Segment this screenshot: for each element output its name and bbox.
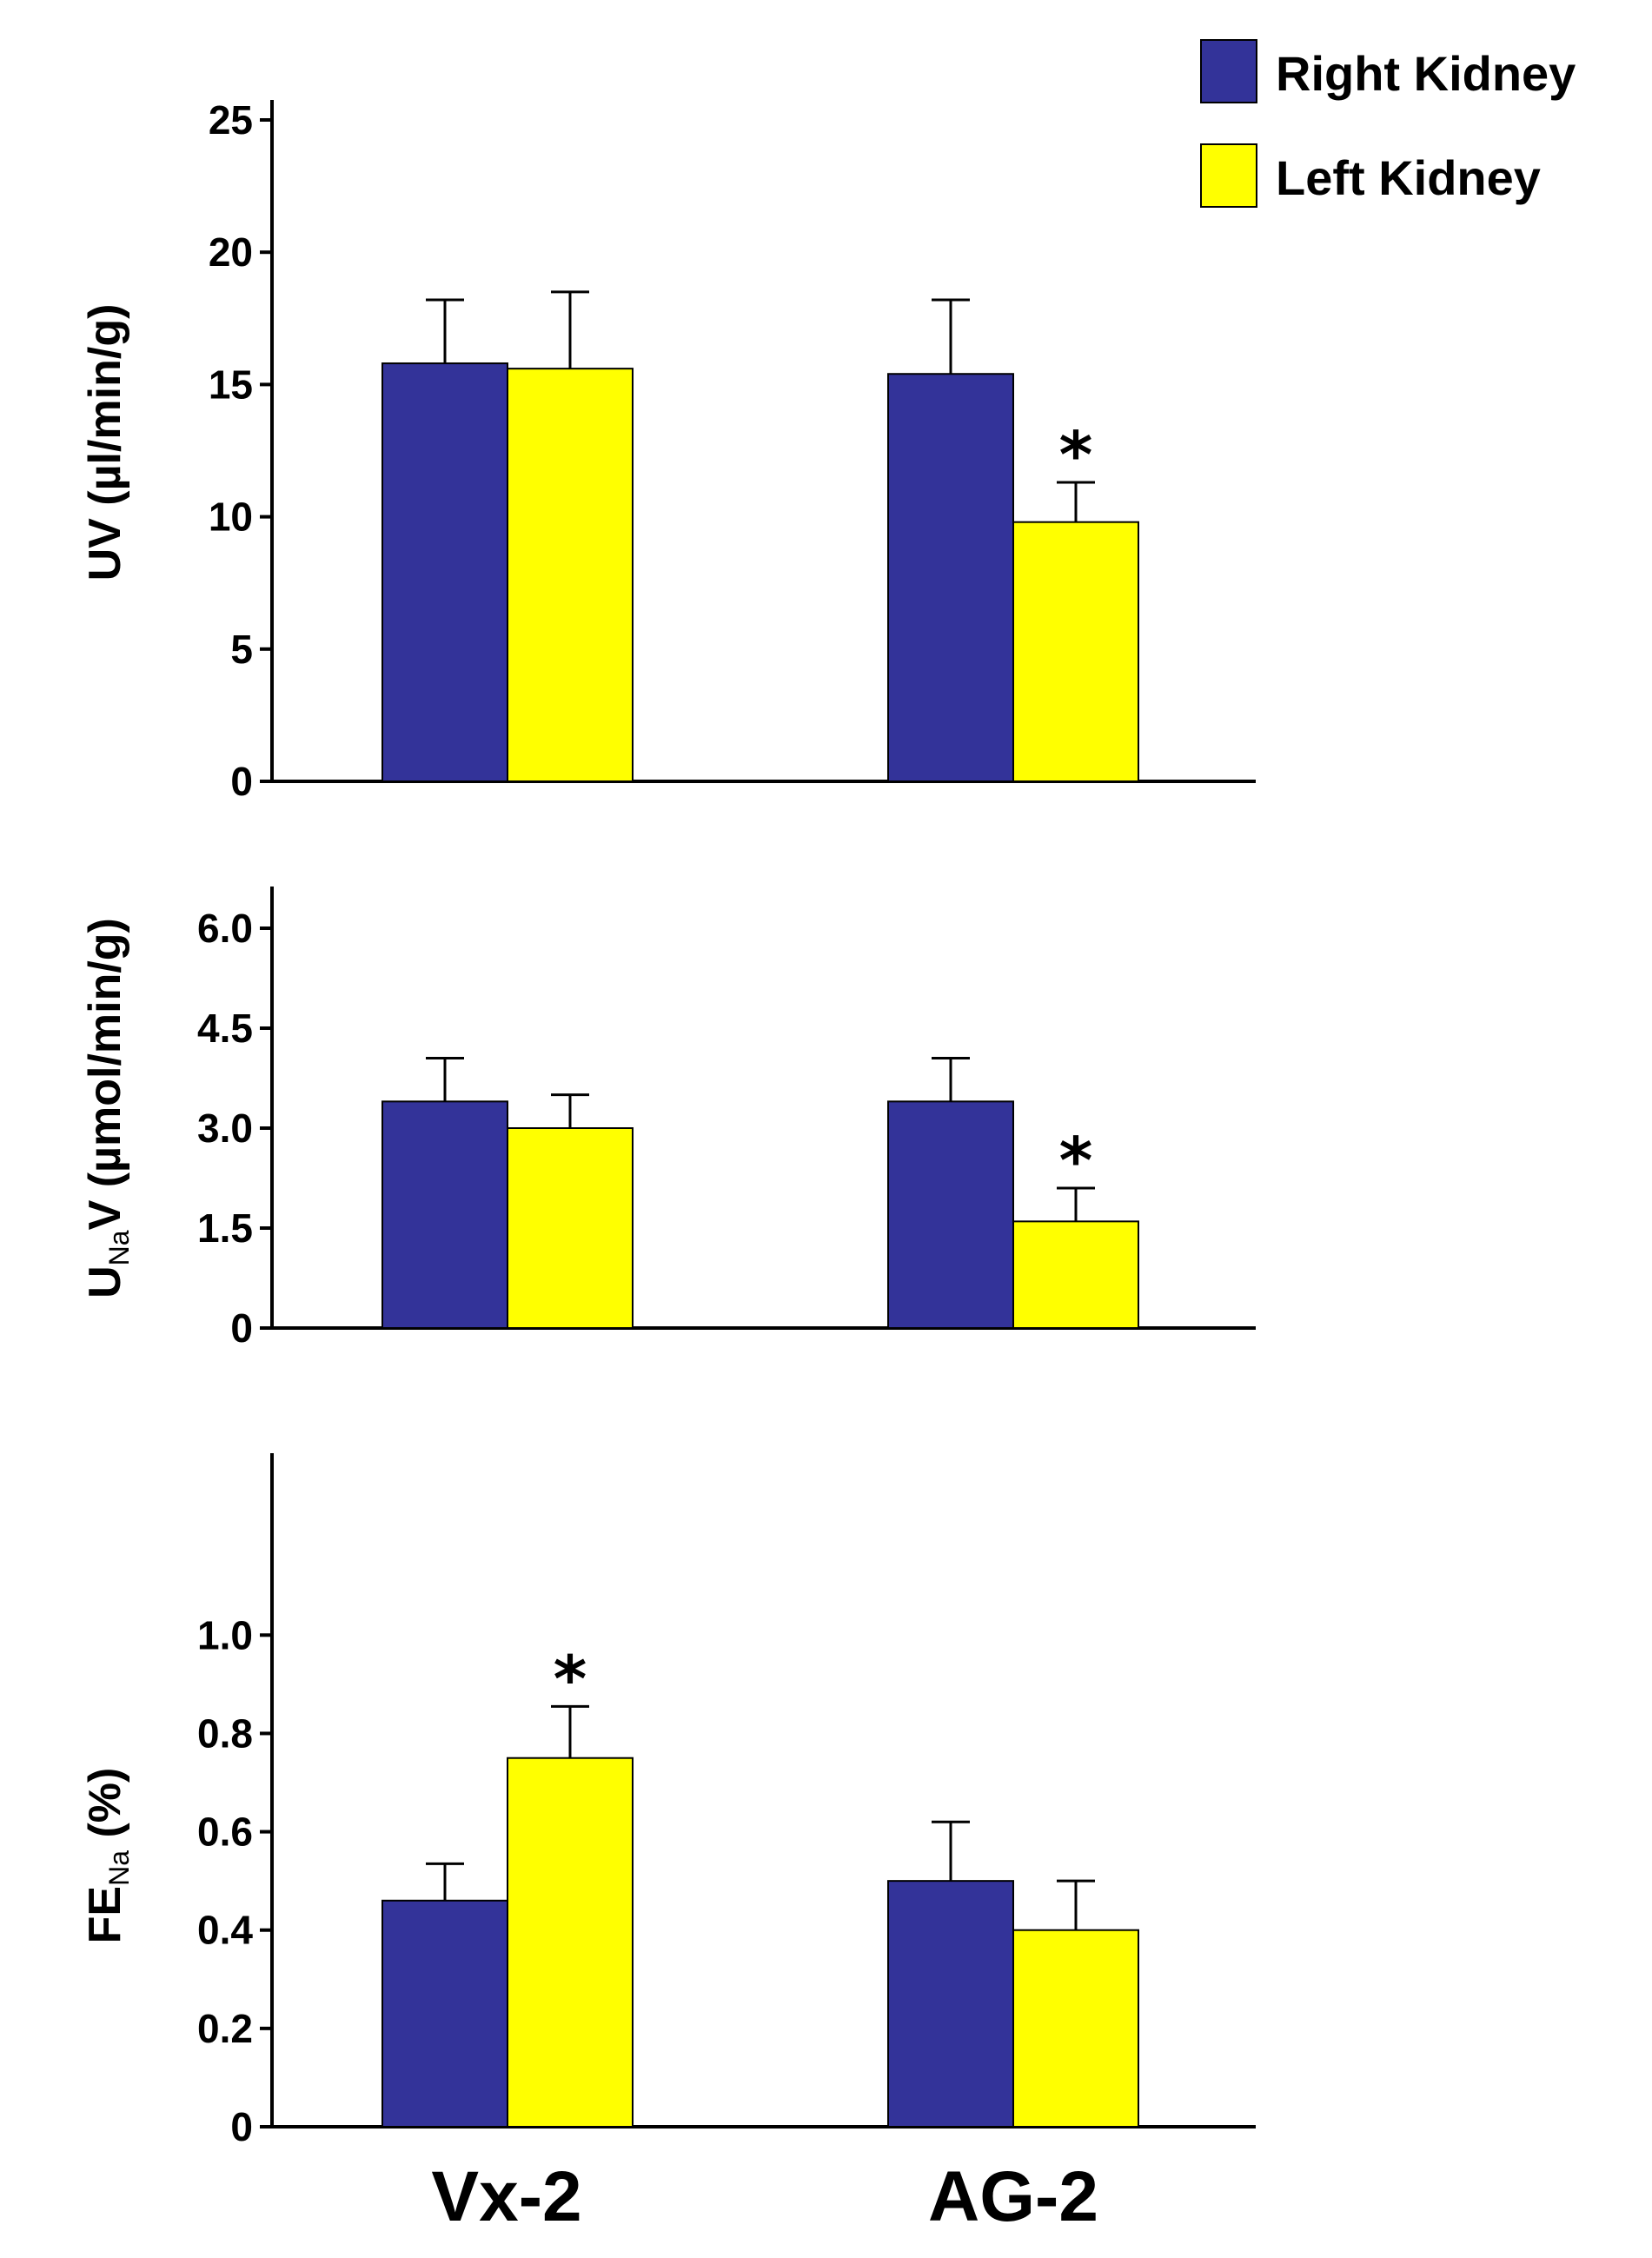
y-tick-label-fena: 0.2 bbox=[197, 2006, 253, 2051]
y-tick-label-unav: 0 bbox=[230, 1305, 253, 1351]
panel-uv: UV (µl/min/g) 0 5 10 15 20 25 * bbox=[80, 97, 1256, 804]
y-tick-label-uv: 0 bbox=[230, 759, 253, 804]
y-axis-title-unav: UNaV (µmol/min/g) bbox=[80, 918, 135, 1298]
legend-label-left-kidney: Left Kidney bbox=[1276, 150, 1541, 205]
y-axis-title-fena: FENa (%) bbox=[80, 1768, 135, 1944]
y-tick-label-fena: 0.4 bbox=[197, 1908, 253, 1953]
significance-marker: * bbox=[554, 1642, 587, 1717]
bar-unav-left-kidney-ag-2 bbox=[1012, 1220, 1139, 1330]
legend-swatch-left-kidney bbox=[1200, 143, 1257, 208]
significance-marker: * bbox=[1059, 418, 1093, 493]
y-tick-label-fena: 0.6 bbox=[197, 1810, 253, 1855]
y-tick-label-uv: 15 bbox=[209, 362, 253, 407]
y-tick-label-unav: 4.5 bbox=[197, 1006, 253, 1051]
bar-fena-left-kidney-ag-2 bbox=[1012, 1929, 1139, 2128]
y-tick-label-fena: 0.8 bbox=[197, 1710, 253, 1756]
legend-swatch-right-kidney bbox=[1200, 39, 1257, 103]
y-tick-label-uv: 20 bbox=[209, 229, 253, 275]
significance-marker: * bbox=[1059, 1124, 1093, 1199]
bar-uv-right-kidney-vx-2 bbox=[381, 362, 508, 782]
bar-uv-left-kidney-ag-2 bbox=[1012, 521, 1139, 782]
category-label-ag-2: AG-2 bbox=[928, 2157, 1098, 2236]
bar-fena-left-kidney-vx-2 bbox=[507, 1757, 634, 2128]
y-tick-label-unav: 1.5 bbox=[197, 1205, 253, 1251]
panel-unav: UNaV (µmol/min/g) 0 1.5 3.0 4.5 6.0 * bbox=[80, 887, 1256, 1351]
bar-unav-right-kidney-ag-2 bbox=[887, 1100, 1014, 1330]
y-tick-label-uv: 25 bbox=[209, 97, 253, 143]
panel-fena: FENa (%) 0 0.2 0.4 0.6 0.8 1.0 * bbox=[80, 1453, 1256, 2149]
y-tick-label-fena: 1.0 bbox=[197, 1612, 253, 1657]
bar-uv-right-kidney-ag-2 bbox=[887, 373, 1014, 782]
bar-unav-right-kidney-vx-2 bbox=[381, 1100, 508, 1330]
bar-unav-left-kidney-vx-2 bbox=[507, 1127, 634, 1329]
y-tick-label-unav: 6.0 bbox=[197, 906, 253, 951]
category-label-vx-2: Vx-2 bbox=[431, 2157, 581, 2236]
y-tick-label-unav: 3.0 bbox=[197, 1106, 253, 1151]
y-tick-label-fena: 0 bbox=[230, 2104, 253, 2149]
bar-fena-right-kidney-vx-2 bbox=[381, 1899, 508, 2128]
bar-uv-left-kidney-vx-2 bbox=[507, 368, 634, 782]
y-axis-title-uv: UV (µl/min/g) bbox=[80, 304, 130, 581]
legend: Right Kidney Left Kidney bbox=[1200, 39, 1576, 208]
y-tick-label-uv: 10 bbox=[209, 495, 253, 540]
bar-fena-right-kidney-ag-2 bbox=[887, 1880, 1014, 2128]
y-tick-label-uv: 5 bbox=[230, 627, 253, 672]
legend-label-right-kidney: Right Kidney bbox=[1276, 46, 1576, 101]
